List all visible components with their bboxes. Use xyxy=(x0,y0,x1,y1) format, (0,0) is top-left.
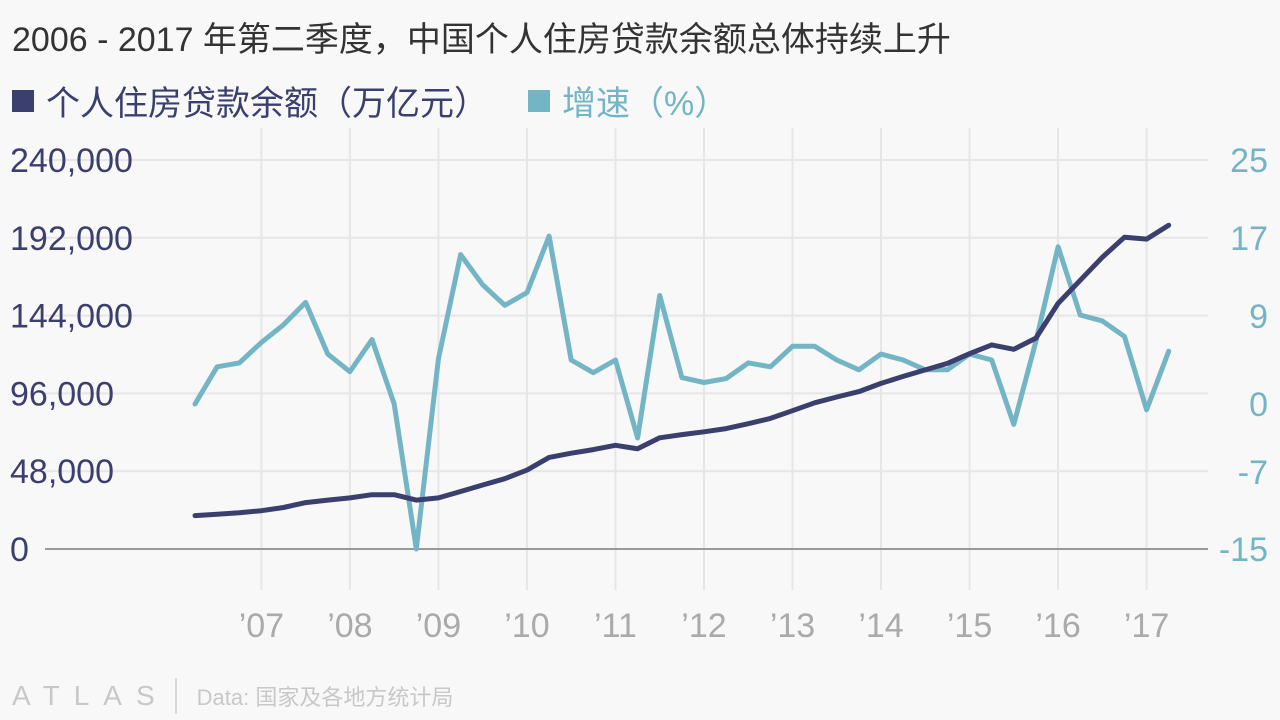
x-tick-label: ’11 xyxy=(594,607,637,645)
growth-series-line xyxy=(192,233,1172,552)
x-tick-label: ’12 xyxy=(681,607,726,645)
y-left-tick-label: 0 xyxy=(10,531,29,569)
x-tick-label: ’15 xyxy=(947,607,992,645)
y-right-tick-label: 17 xyxy=(1230,220,1268,258)
legend-swatch-balance xyxy=(12,89,34,112)
y-right-tick-label: 25 xyxy=(1230,142,1268,180)
legend-label-balance: 个人住房贷款余额（万亿元） xyxy=(46,85,488,123)
atlas-logo: ATLAS xyxy=(12,680,169,711)
legend-label-growth: 增速（%） xyxy=(562,85,729,123)
legend: 个人住房贷款余额（万亿元） 增速（%） xyxy=(12,76,768,125)
x-tick-label: ’10 xyxy=(504,607,549,645)
y-right-tick-label: 9 xyxy=(1249,298,1268,336)
x-tick-label: ’07 xyxy=(239,607,284,645)
y-left-tick-label: 144,000 xyxy=(10,298,133,336)
x-tick-label: ’08 xyxy=(327,607,372,645)
y-right-tick-label: -15 xyxy=(1219,531,1268,569)
legend-item-growth: 增速（%） xyxy=(528,76,728,125)
y-left-tick-label: 192,000 xyxy=(10,220,133,258)
y-left-tick-label: 96,000 xyxy=(10,375,114,413)
y-right-tick-label: -7 xyxy=(1238,454,1268,492)
legend-item-balance: 个人住房贷款余额（万亿元） xyxy=(12,76,488,125)
balance-series-line xyxy=(192,222,1172,519)
x-tick-label: ’14 xyxy=(858,607,903,645)
footer: ATLAS Data: 国家及各地方统计局 xyxy=(12,678,453,714)
chart-title: 2006 - 2017 年第二季度，中国个人住房贷款余额总体持续上升 xyxy=(12,21,951,59)
footer-divider xyxy=(174,678,177,714)
legend-swatch-growth xyxy=(528,89,550,112)
y-right-tick-label: 0 xyxy=(1249,386,1268,424)
x-tick-label: ’17 xyxy=(1124,607,1169,645)
x-tick-label: ’16 xyxy=(1035,607,1080,645)
data-source: Data: 国家及各地方统计局 xyxy=(196,685,454,710)
x-tick-label: ’09 xyxy=(416,607,461,645)
x-tick-label: ’13 xyxy=(770,607,815,645)
y-left-tick-label: 240,000 xyxy=(10,142,133,180)
y-left-tick-label: 48,000 xyxy=(10,453,114,491)
